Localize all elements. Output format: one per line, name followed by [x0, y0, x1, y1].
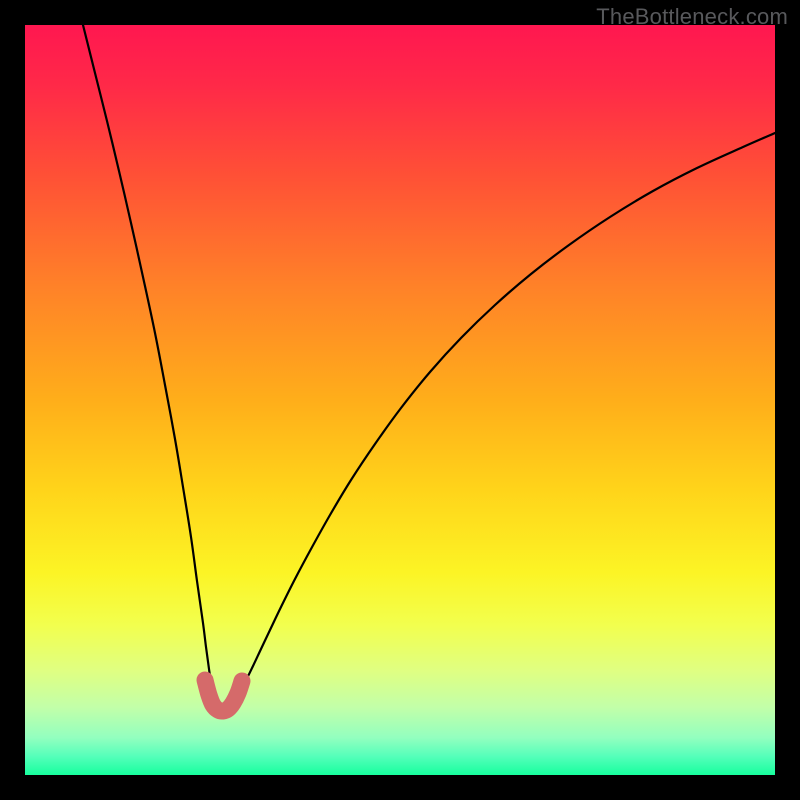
valley-marker: [205, 680, 242, 711]
chart-frame: TheBottleneck.com: [0, 0, 800, 800]
bottleneck-curve: [83, 25, 775, 709]
watermark-text: TheBottleneck.com: [596, 4, 788, 30]
curve-layer: [25, 25, 775, 775]
plot-area: [25, 25, 775, 775]
